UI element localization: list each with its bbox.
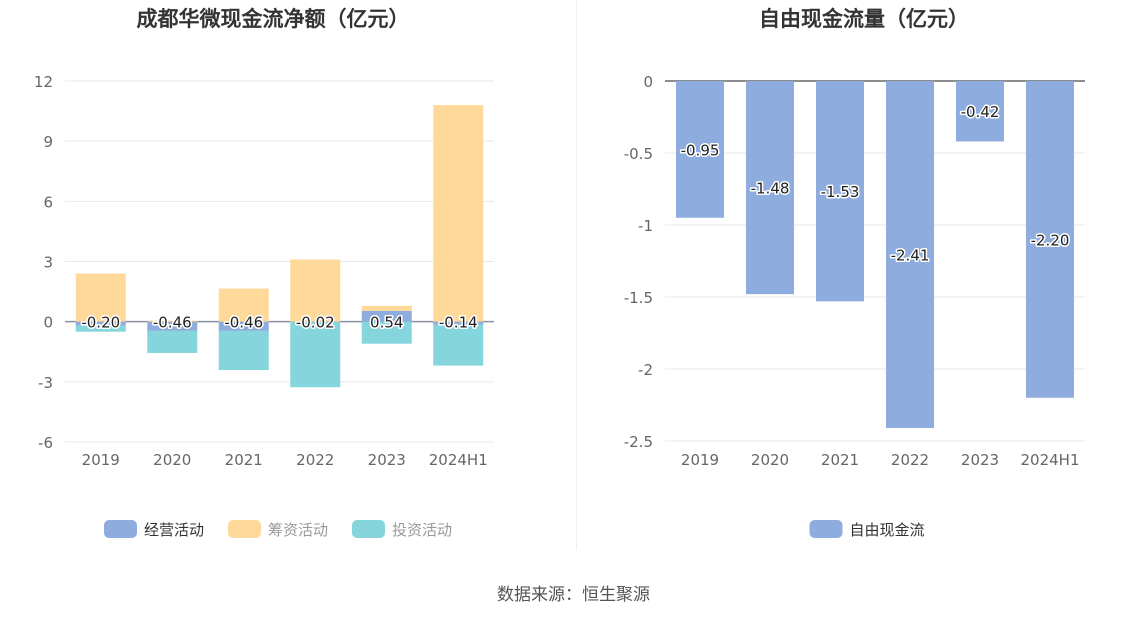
right-bars — [676, 81, 1074, 429]
left-bar-2 — [147, 330, 198, 353]
left-bar-0 — [361, 310, 412, 322]
left-legend-label-0: 经营活动 — [144, 521, 204, 539]
left-legend: 经营活动 筹资活动 投资活动 — [104, 520, 452, 539]
right-x-axis: 2019 2020 2021 2022 2023 2024H1 — [681, 451, 1080, 469]
right-data-labels: -0.95 -1.48 -1.53 -2.41 -0.42 -2.20 — [679, 102, 1071, 266]
left-bar-0 — [147, 321, 198, 331]
left-bar-1 — [75, 273, 126, 322]
right-y-tick-label: -1 — [638, 217, 653, 235]
left-bar-2 — [361, 321, 412, 344]
left-y-tick-label: 3 — [43, 254, 53, 272]
left-data-label: -0.20 — [81, 314, 120, 332]
left-bar-2 — [290, 322, 341, 388]
data-source-note: 数据来源：恒生聚源 — [497, 585, 650, 605]
left-bar-0 — [218, 321, 269, 331]
right-y-tick-label: -2.5 — [624, 433, 653, 451]
left-x-tick-label: 2021 — [225, 451, 263, 469]
left-data-label: -0.14 — [439, 314, 478, 332]
left-grid — [65, 80, 494, 443]
left-chart-title: 成都华微现金流净额（亿元） — [137, 7, 410, 31]
left-x-tick-label: 2023 — [368, 451, 406, 469]
left-legend-swatch-0 — [104, 520, 137, 538]
left-legend-swatch-1 — [228, 520, 261, 538]
left-bar-0 — [75, 321, 126, 326]
left-y-axis: -6 -3 0 3 6 9 12 — [34, 73, 53, 452]
left-data-label: -0.46 — [153, 314, 192, 332]
right-bar-0 — [816, 81, 864, 302]
right-legend-label-0: 自由现金流 — [850, 521, 925, 539]
left-data-label: 0.54 — [370, 314, 403, 332]
right-data-label: -0.95 — [681, 141, 720, 159]
left-bar-0 — [290, 321, 341, 323]
left-x-tick-label: 2020 — [153, 451, 191, 469]
free-cash-flow-chart: 自由现金流量（亿元） -0.95 -1.48 -1.53 -2.41 -0.42 -2.2… — [624, 7, 1085, 539]
left-y-tick-label: 12 — [34, 73, 53, 91]
left-bar-1 — [361, 305, 412, 311]
left-legend-label-1: 筹资活动 — [268, 521, 328, 539]
right-bar-0 — [1026, 81, 1074, 398]
right-y-tick-label: -0.5 — [624, 145, 653, 163]
left-data-label: -0.46 — [224, 314, 263, 332]
left-y-tick-label: 0 — [43, 314, 53, 332]
left-bar-2 — [433, 324, 484, 366]
left-bar-1 — [290, 259, 341, 322]
right-x-tick-label: 2020 — [751, 451, 789, 469]
right-legend: 自由现金流 — [809, 520, 925, 539]
left-data-label: -0.02 — [296, 314, 335, 332]
left-legend-swatch-2 — [352, 520, 385, 538]
right-y-tick-label: 0 — [643, 73, 653, 91]
left-x-axis: 2019 2020 2021 2022 2023 2024H1 — [82, 451, 488, 469]
right-x-tick-label: 2024H1 — [1021, 451, 1080, 469]
right-grid — [665, 80, 1085, 442]
left-bar-1 — [433, 105, 484, 322]
left-bar-2 — [218, 330, 269, 371]
left-bar-1 — [147, 320, 198, 322]
right-x-tick-label: 2023 — [961, 451, 999, 469]
right-chart-title: 自由现金流量（亿元） — [759, 7, 969, 31]
left-x-tick-label: 2019 — [82, 451, 120, 469]
right-data-label: -2.41 — [891, 247, 930, 265]
left-y-tick-label: -6 — [38, 434, 53, 452]
right-x-tick-label: 2019 — [681, 451, 719, 469]
left-bar-1 — [218, 288, 269, 322]
right-y-tick-label: -2 — [638, 361, 653, 379]
left-legend-label-2: 投资活动 — [392, 521, 452, 539]
right-data-label: -1.53 — [821, 183, 860, 201]
left-x-tick-label: 2024H1 — [429, 451, 488, 469]
right-data-label: -2.20 — [1031, 231, 1070, 249]
right-x-tick-label: 2022 — [891, 451, 929, 469]
right-data-label: -0.42 — [961, 103, 1000, 121]
right-y-axis: -2.5 -2 -1.5 -1 -0.5 0 — [624, 73, 653, 451]
right-x-tick-label: 2021 — [821, 451, 859, 469]
right-bar-0 — [676, 81, 724, 218]
right-bar-0 — [886, 81, 934, 429]
right-bar-0 — [746, 81, 794, 295]
left-y-tick-label: -3 — [38, 374, 53, 392]
left-x-tick-label: 2022 — [296, 451, 334, 469]
left-data-labels: -0.20 -0.46 -0.46 -0.02 0.54 -0.14 — [80, 312, 479, 333]
left-bar-0 — [433, 321, 484, 325]
left-y-tick-label: 9 — [43, 133, 53, 151]
left-bar-2 — [75, 325, 126, 332]
left-bars — [75, 105, 484, 388]
cash-flow-net-chart: 成都华微现金流净额（亿元） -0.20 -0.46 -0.46 -0.02 0.54 -0… — [34, 7, 494, 539]
right-bar-0 — [956, 81, 1004, 142]
right-data-label: -1.48 — [751, 180, 790, 198]
left-y-tick-label: 6 — [43, 193, 53, 211]
panel-divider — [576, 0, 577, 550]
right-y-tick-label: -1.5 — [624, 289, 653, 307]
right-legend-swatch-0 — [809, 520, 843, 538]
